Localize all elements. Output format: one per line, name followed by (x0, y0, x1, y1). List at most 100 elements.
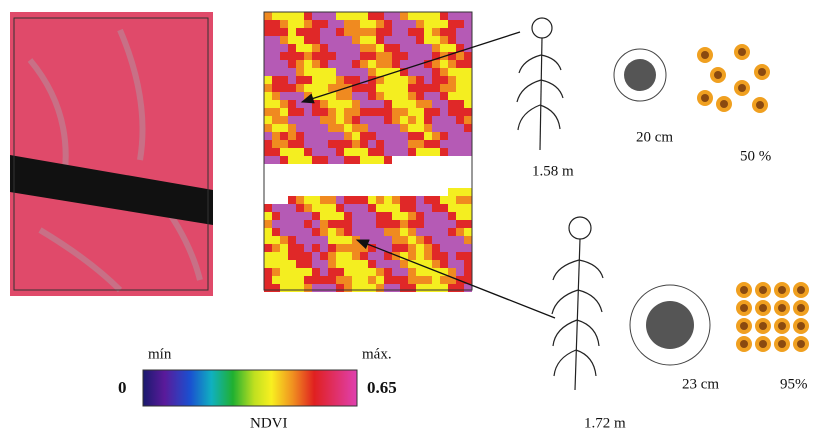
map-cell (464, 44, 472, 52)
map-cell (400, 92, 408, 100)
map-cell (288, 52, 296, 60)
map-cell (384, 196, 392, 204)
map-cell (336, 148, 344, 156)
map-cell (360, 228, 368, 236)
map-cell (400, 44, 408, 52)
map-cell (384, 100, 392, 108)
map-cell (424, 148, 432, 156)
map-cell (376, 244, 384, 252)
map-cell (352, 12, 360, 20)
arrow (300, 31, 521, 104)
color-bar (142, 369, 358, 407)
map-cell (280, 12, 288, 20)
ndvi-map (263, 11, 473, 292)
plant-dot-center (701, 51, 709, 59)
map-cell (328, 44, 336, 52)
map-cell (456, 268, 464, 276)
cover: 95% (780, 376, 808, 392)
map-cell (272, 92, 280, 100)
map-cell (440, 76, 448, 84)
map-cell (304, 116, 312, 124)
map-cell (264, 60, 272, 68)
map-cell (368, 92, 376, 100)
map-cell (432, 84, 440, 92)
plant-dot-center (738, 48, 746, 56)
map-cell (312, 268, 320, 276)
map-cell (384, 212, 392, 220)
map-border (263, 11, 473, 291)
map-cell (304, 204, 312, 212)
head-diameter: 20 cm (636, 129, 673, 145)
map-cell (456, 12, 464, 20)
map-cell (344, 220, 352, 228)
map-cell (320, 28, 328, 36)
map-cell (336, 156, 344, 164)
map-cell (312, 284, 320, 292)
map-cell (288, 92, 296, 100)
map-cell (464, 108, 472, 116)
map-cell (264, 260, 272, 268)
map-cell (416, 92, 424, 100)
cover: 50 % (740, 148, 771, 164)
map-cell (400, 68, 408, 76)
map-cell (464, 148, 472, 156)
map-cell (328, 52, 336, 60)
map-cell (328, 220, 336, 228)
map-cell (280, 84, 288, 92)
map-cell (416, 268, 424, 276)
map-cell (432, 76, 440, 84)
map-cell (408, 196, 416, 204)
map-cell (280, 260, 288, 268)
map-cell (392, 228, 400, 236)
legend-max-value: 0.65 (367, 378, 397, 397)
map-cell (368, 68, 376, 76)
map-cell (392, 84, 400, 92)
map-cell (288, 204, 296, 212)
map-cell (392, 276, 400, 284)
map-cell (336, 28, 344, 36)
map-cell (296, 252, 304, 260)
map-cell (424, 20, 432, 28)
map-cell (360, 68, 368, 76)
map-cell (344, 284, 352, 292)
map-cell (360, 148, 368, 156)
map-cell (344, 236, 352, 244)
map-cell (392, 92, 400, 100)
map-cell (344, 28, 352, 36)
map-cell (320, 156, 328, 164)
map-cell (344, 36, 352, 44)
map-cell (416, 76, 424, 84)
map-cell (280, 140, 288, 148)
plant-dot-center (759, 322, 767, 330)
plant-dot-center (740, 340, 748, 348)
map-cell (456, 84, 464, 92)
map-cell (432, 28, 440, 36)
map-cell (464, 132, 472, 140)
map-cell (400, 212, 408, 220)
map-cell (320, 52, 328, 60)
map-cell (264, 140, 272, 148)
map-cell (280, 268, 288, 276)
map-cell (400, 124, 408, 132)
map-cell (400, 140, 408, 148)
map-cell (424, 108, 432, 116)
map-cell (384, 140, 392, 148)
map-cell (352, 212, 360, 220)
map-cell (448, 84, 456, 92)
plant-dot-center (778, 322, 786, 330)
map-cell (304, 36, 312, 44)
map-cell (296, 276, 304, 284)
map-cell (368, 108, 376, 116)
map-cell (264, 156, 272, 164)
map-cell (448, 212, 456, 220)
map-cell (352, 268, 360, 276)
map-cell (320, 68, 328, 76)
map-cell (384, 204, 392, 212)
map-cell (336, 140, 344, 148)
map-cell (360, 76, 368, 84)
map-cell (464, 284, 472, 292)
map-cell (344, 84, 352, 92)
map-cell (368, 52, 376, 60)
map-cell (368, 260, 376, 268)
map-cell (368, 84, 376, 92)
